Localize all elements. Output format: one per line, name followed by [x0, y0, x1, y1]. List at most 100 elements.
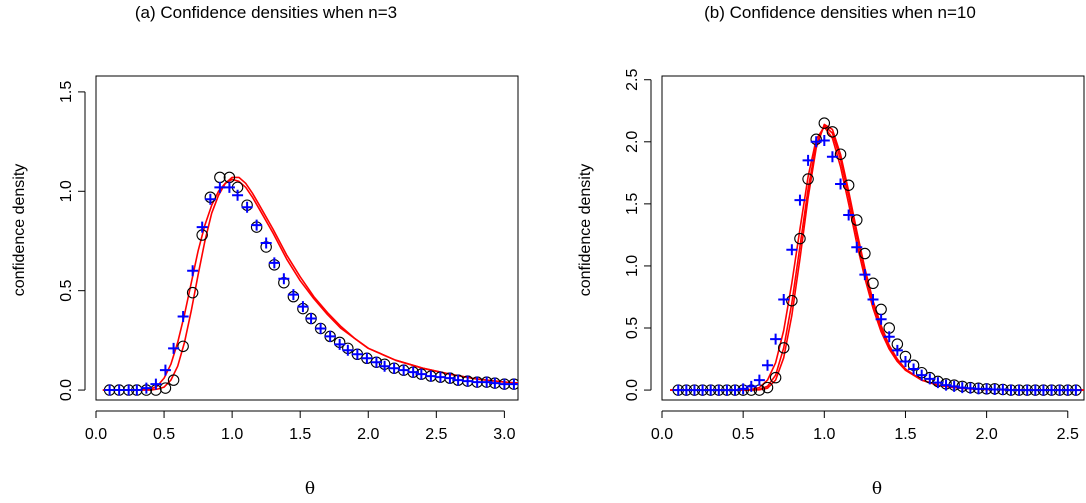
panel-b-circle-point: [867, 277, 879, 290]
panel-b-plus-point: [778, 293, 790, 305]
panel-b-circle-point: [859, 247, 871, 260]
panel-a-plus-point: [232, 189, 244, 201]
panel-a-plus-point: [104, 384, 116, 396]
panel-b-x-tick-label: 2.5: [1057, 426, 1079, 443]
panel-b-xlabel: θ: [872, 479, 882, 499]
panel-a-plus-point: [241, 201, 253, 213]
panel-b-circle-point: [875, 303, 887, 316]
panel-a-plus-point: [452, 374, 464, 386]
panel-a-plus-point: [434, 371, 446, 383]
panel-a-plus-point: [287, 289, 299, 301]
panel-a-plus-point: [297, 301, 309, 313]
panel-b-plus-point: [802, 154, 814, 166]
panel-b-circle-point: [802, 173, 814, 185]
panel-b-plus-point: [924, 373, 936, 385]
panel-a-circle-point: [177, 340, 189, 353]
panel-a-plus-point: [415, 368, 427, 380]
panel-a-plus-point: [398, 364, 410, 376]
panel-b-x-tick-label: 0.0: [651, 426, 673, 443]
panel-a-plus-point: [370, 356, 382, 368]
panel-b-plus-point: [940, 379, 952, 391]
panel-b-plus-point: [762, 359, 773, 371]
panel-b-plus-point: [891, 344, 903, 356]
panel-b-plus-point: [908, 363, 920, 375]
panel-a-y-tick-label: 0.0: [58, 379, 75, 401]
panel-a-x-tick-label: 2.5: [425, 426, 447, 443]
panel-b-circle-point: [842, 179, 855, 191]
panel-a-plus-point: [388, 362, 400, 374]
panel-b-y-tick-label: 2.5: [624, 69, 641, 91]
panel-b-plus-point: [826, 151, 838, 163]
panel-a-circle-point: [159, 382, 172, 394]
panel-a-plus-point: [168, 342, 180, 354]
panel-a-plus-point: [159, 364, 171, 376]
panel-b-plus-point: [916, 369, 928, 381]
panel-b-y-tick-label: 2.0: [624, 131, 641, 153]
panel-b-circle-point: [777, 342, 790, 354]
panel-a-ylabel: confidence density: [11, 164, 28, 297]
panel-a-plus-point: [260, 237, 272, 249]
panel-b-plus-point: [737, 383, 749, 395]
panel-a-y-tick-label: 1.5: [58, 81, 75, 103]
panel-a-y-tick-label: 0.5: [58, 279, 75, 301]
panel-b-circle-point: [786, 294, 798, 307]
panel-a-circle-point: [186, 286, 199, 299]
panel-a-plus-point: [187, 265, 199, 277]
panel-a-plus-point: [131, 384, 143, 396]
panel-b-density-line: [670, 123, 1084, 391]
panel-a-plus-point: [150, 378, 162, 390]
panel-a-plus-point: [489, 377, 501, 389]
panel-b-title: (b) Confidence densities when n=10: [704, 3, 976, 22]
panel-a-plus-point: [351, 348, 363, 360]
panel-b-density-line: [670, 124, 1084, 391]
panel-b-y-tick-label: 0.0: [624, 379, 641, 401]
panel-b-plus-point: [899, 356, 911, 368]
panel-a-density-line: [102, 178, 518, 391]
panel-b-x-tick-label: 1.0: [813, 426, 835, 443]
panel-a-plus-point: [462, 375, 474, 387]
panel-b-circle-point: [851, 214, 863, 226]
panel-a-circle-point: [167, 374, 180, 386]
panel-a-plus-point: [204, 193, 216, 205]
panel-b-plus-point: [770, 333, 782, 345]
panel-a-plus-point: [113, 384, 125, 396]
panel-a-x-tick-label: 0.5: [153, 426, 175, 443]
panel-b-x-tick-label: 0.5: [732, 426, 754, 443]
panel-a-plus-point: [361, 352, 373, 364]
panel-a-plus-point: [471, 376, 483, 388]
panel-b-circle-point: [769, 371, 782, 384]
panel-b-density-line: [670, 126, 1084, 391]
panel-a-plus-point: [278, 273, 290, 285]
panel-b-plus-point: [859, 269, 871, 281]
panel-a: (a) Confidence densities when n=3 confid…: [11, 3, 519, 499]
panel-b-ylabel: confidence density: [577, 164, 594, 297]
panel-a-x-tick-label: 3.0: [493, 426, 515, 443]
panel-a-plus-point: [251, 219, 263, 231]
panel-a-plus-point: [444, 372, 456, 384]
panel-b-plus-point: [794, 194, 806, 206]
panel-a-y-tick-label: 1.0: [58, 180, 75, 202]
panel-b-y-tick-label: 1.5: [624, 193, 641, 215]
panel-a-data-layer: [102, 171, 518, 396]
panel-a-plus-point: [305, 313, 317, 325]
panel-b-plus-point: [851, 241, 863, 253]
panel-b-circle-point: [794, 232, 806, 245]
panel-a-plus-point: [196, 221, 208, 233]
panel-a-title: (a) Confidence densities when n=3: [135, 3, 397, 22]
panel-b-plus-point: [867, 293, 879, 305]
panel-a-plot-frame: [95, 75, 519, 401]
panel-a-plus-point: [324, 330, 336, 342]
panel-b-plus-point: [883, 331, 895, 343]
panel-b-plus-point: [875, 313, 887, 325]
panel-b-plus-point: [753, 374, 765, 386]
panel-b-x-tick-label: 1.5: [894, 426, 916, 443]
panel-a-plus-point: [223, 181, 235, 193]
panel-b-plus-point: [818, 135, 830, 147]
panel-b-plus-point: [786, 244, 798, 256]
panel-a-plus-point: [334, 338, 346, 350]
panel-b-plus-point: [948, 380, 960, 392]
panel-b-plot-frame: [661, 75, 1085, 401]
panel-b-plus-point: [745, 380, 757, 392]
panel-b-plus-point: [1070, 384, 1082, 396]
panel-a-plus-point: [268, 257, 280, 269]
